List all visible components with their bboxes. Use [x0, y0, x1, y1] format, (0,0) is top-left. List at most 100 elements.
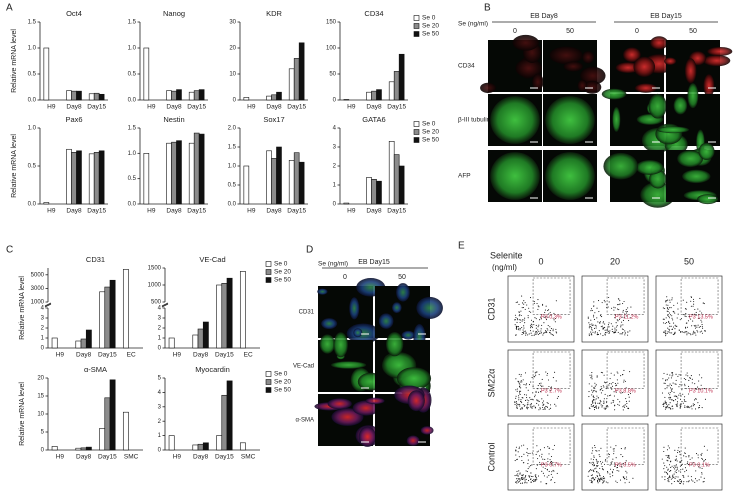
event-dot — [601, 372, 604, 374]
event-dot — [515, 316, 517, 319]
event-dot — [613, 453, 615, 455]
event-dot — [529, 452, 531, 454]
event-dot — [602, 321, 605, 323]
event-dot — [537, 333, 539, 336]
image-signal — [682, 169, 711, 184]
axis-break — [44, 302, 52, 307]
bar — [75, 340, 82, 349]
event-dot — [701, 457, 703, 459]
event-dot — [591, 326, 593, 328]
event-dot — [685, 308, 687, 310]
event-dot — [609, 378, 611, 380]
event-dot — [701, 472, 703, 474]
x-tick-label: SMC — [124, 454, 139, 461]
event-dot — [602, 327, 604, 329]
event-dot — [539, 319, 541, 321]
event-dot — [619, 303, 621, 305]
event-dot — [594, 444, 596, 447]
event-dot — [520, 477, 523, 479]
event-dot — [516, 470, 518, 472]
event-dot — [681, 330, 683, 333]
event-dot — [590, 333, 592, 335]
event-dot — [593, 397, 595, 399]
event-dot — [671, 317, 673, 319]
event-dot — [615, 445, 617, 447]
event-dot — [616, 466, 619, 469]
y-tick-label: 100 — [326, 46, 337, 52]
event-dot — [548, 385, 550, 388]
event-dot — [672, 474, 674, 476]
event-dot — [681, 463, 683, 465]
event-dot — [535, 476, 537, 478]
event-dot — [672, 408, 674, 410]
image-signal — [612, 106, 621, 132]
event-dot — [668, 377, 670, 379]
bar — [276, 146, 282, 205]
event-dot — [666, 471, 668, 473]
event-dot — [676, 302, 678, 304]
bar — [202, 321, 209, 349]
event-dot — [532, 321, 534, 323]
event-dot — [670, 466, 672, 468]
event-dot — [677, 480, 679, 482]
event-dot — [537, 475, 540, 477]
event-dot — [548, 313, 550, 315]
y-tick-label: 0.5 — [128, 176, 137, 182]
event-dot — [619, 479, 622, 481]
event-dot — [523, 319, 525, 321]
event-dot — [614, 409, 616, 411]
event-dot — [699, 325, 701, 327]
event-dot — [605, 386, 607, 388]
event-dot — [597, 333, 599, 336]
event-dot — [664, 388, 666, 390]
event-dot — [539, 408, 541, 410]
bar — [76, 90, 82, 101]
event-dot — [611, 461, 613, 463]
event-dot — [674, 471, 676, 473]
y-tick-label: 2 — [41, 326, 45, 332]
event-dot — [671, 475, 674, 477]
event-dot — [549, 390, 551, 392]
event-dot — [593, 406, 595, 408]
column-label: 0 — [343, 274, 347, 281]
event-dot — [669, 322, 671, 325]
event-dot — [689, 333, 691, 335]
chart-title: KDR — [266, 9, 282, 18]
event-dot — [535, 331, 537, 333]
event-dot — [541, 456, 543, 458]
event-dot — [680, 394, 682, 396]
event-dot — [591, 394, 593, 396]
bar — [288, 68, 295, 101]
event-dot — [552, 476, 554, 478]
event-dot — [679, 407, 681, 409]
bar — [109, 379, 116, 451]
y-tick-label: 3 — [333, 145, 337, 151]
event-dot — [528, 400, 530, 402]
event-dot — [548, 408, 550, 410]
event-dot — [683, 455, 685, 457]
event-dot — [547, 446, 549, 448]
event-dot — [537, 450, 539, 452]
event-dot — [609, 468, 612, 470]
event-dot — [621, 316, 623, 318]
event-dot — [624, 334, 626, 336]
event-dot — [671, 390, 673, 392]
event-dot — [597, 397, 600, 399]
event-dot — [588, 327, 590, 329]
event-dot — [525, 330, 527, 332]
event-dot — [516, 404, 518, 406]
event-dot — [688, 480, 690, 482]
event-dot — [701, 377, 703, 379]
x-tick-label: SMC — [241, 454, 256, 461]
event-dot — [690, 479, 693, 481]
bar — [366, 177, 372, 205]
event-dot — [662, 378, 664, 380]
event-dot — [537, 305, 539, 307]
x-tick-label: H9 — [56, 454, 65, 461]
event-dot — [674, 383, 676, 385]
event-dot — [603, 386, 605, 388]
event-dot — [664, 465, 666, 467]
event-dot — [595, 325, 597, 327]
event-dot — [588, 407, 590, 409]
event-dot — [536, 402, 538, 405]
